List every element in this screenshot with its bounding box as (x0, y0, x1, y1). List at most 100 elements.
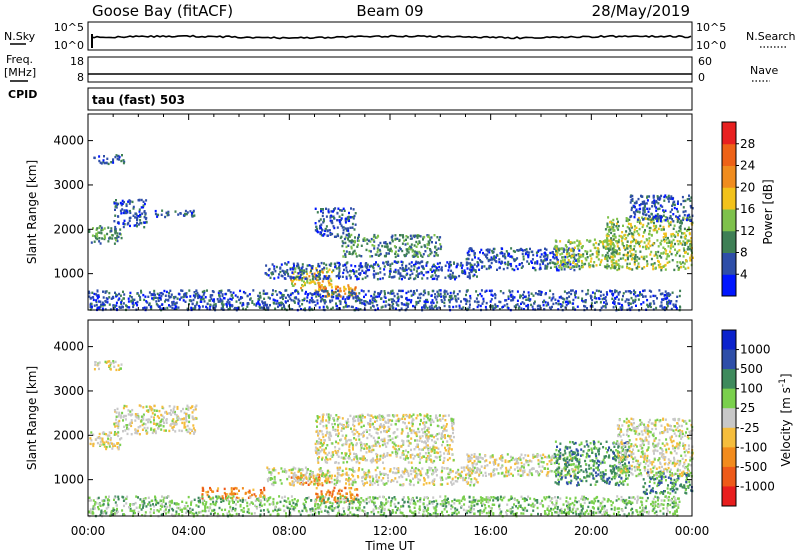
echo-cell (320, 419, 323, 423)
echo-cell (354, 265, 357, 268)
echo-cell (430, 275, 433, 278)
echo-cell (689, 199, 692, 202)
echo-cell (350, 241, 353, 244)
echo-cell (91, 291, 94, 294)
echo-cell (108, 303, 111, 306)
echo-cell (644, 217, 647, 220)
echo-cell (650, 290, 653, 293)
echo-cell (402, 450, 405, 453)
echo-cell (194, 306, 197, 309)
echo-cell (555, 302, 558, 305)
echo-cell (649, 295, 652, 298)
echo-cell (617, 298, 620, 301)
echo-cell (504, 257, 507, 260)
echo-cell (407, 457, 409, 460)
echo-cell (590, 257, 593, 260)
echo-cell (370, 250, 372, 253)
echo-cell (147, 409, 150, 412)
freq-left-bottom: 8 (77, 71, 84, 84)
echo-cell (334, 290, 337, 294)
echo-cell (469, 297, 472, 300)
echo-cell (438, 238, 441, 242)
echo-cell (342, 255, 345, 258)
echo-cell (412, 457, 415, 460)
echo-cell (428, 254, 431, 257)
echo-cell (235, 496, 238, 499)
echo-cell (387, 291, 390, 295)
echo-cell (641, 225, 644, 229)
echo-cell (362, 434, 365, 437)
echo-cell (437, 451, 439, 455)
echo-cell (320, 208, 322, 211)
echo-cell (183, 426, 186, 429)
echo-cell (194, 294, 197, 298)
echo-cell (347, 285, 350, 289)
echo-cell (351, 252, 354, 256)
echo-cell (455, 299, 457, 302)
echo-cell (366, 242, 369, 245)
echo-cell (142, 406, 145, 409)
echo-cell (662, 246, 665, 249)
echo-cell (106, 434, 109, 437)
echo-cell (383, 425, 386, 429)
echo-cell (159, 420, 162, 424)
echo-cell (515, 265, 518, 268)
echo-cell (107, 437, 110, 440)
echo-cell (237, 496, 240, 500)
echo-cell (499, 266, 501, 269)
echo-cell (116, 424, 119, 428)
echo-cell (439, 292, 442, 296)
echo-cell (433, 254, 436, 258)
echo-cell (287, 272, 289, 276)
echo-cell (433, 265, 436, 268)
echo-cell (605, 234, 608, 237)
echo-cell (474, 269, 477, 272)
echo-cell (476, 265, 479, 268)
echo-cell (671, 218, 674, 221)
echo-cell (397, 295, 400, 298)
echo-cell (278, 301, 281, 305)
echo-cell (107, 240, 110, 243)
echo-cell (518, 305, 521, 308)
echo-cell (364, 300, 367, 303)
echo-cell (171, 303, 174, 306)
echo-cell (612, 234, 614, 238)
echo-cell (493, 255, 496, 259)
echo-cell (606, 238, 609, 241)
echo-cell (339, 289, 342, 293)
echo-cell (318, 479, 321, 482)
echo-cell (646, 303, 649, 307)
echo-cell (327, 293, 330, 296)
echo-cell (411, 420, 414, 423)
noise-right-bottom: 10^0 (696, 39, 726, 52)
echo-cell (174, 430, 177, 433)
echo-cell (652, 267, 655, 271)
echo-cell (281, 306, 284, 310)
echo-cell (366, 413, 369, 416)
echo-cell (398, 238, 401, 242)
echo-cell (318, 473, 321, 477)
echo-cell (369, 300, 372, 304)
echo-cell (326, 500, 329, 503)
echo-cell (279, 292, 282, 295)
echo-cell (361, 414, 364, 418)
echo-cell (423, 300, 426, 303)
echo-cell (688, 213, 691, 217)
echo-cell (609, 267, 612, 270)
echo-cell (609, 248, 612, 251)
echo-cell (319, 429, 322, 433)
echo-cell (115, 418, 118, 421)
echo-cell (631, 232, 634, 236)
echo-cell (161, 292, 164, 296)
echo-cell (673, 200, 676, 203)
echo-cell (145, 199, 148, 202)
echo-cell (173, 405, 176, 408)
echo-cell (412, 304, 414, 308)
echo-cell (222, 297, 225, 300)
echo-cell (294, 267, 297, 271)
echo-cell (532, 294, 535, 297)
echo-cell (98, 231, 101, 234)
echo-cell (127, 297, 130, 300)
echo-cell (368, 433, 371, 436)
echo-cell (301, 277, 304, 280)
